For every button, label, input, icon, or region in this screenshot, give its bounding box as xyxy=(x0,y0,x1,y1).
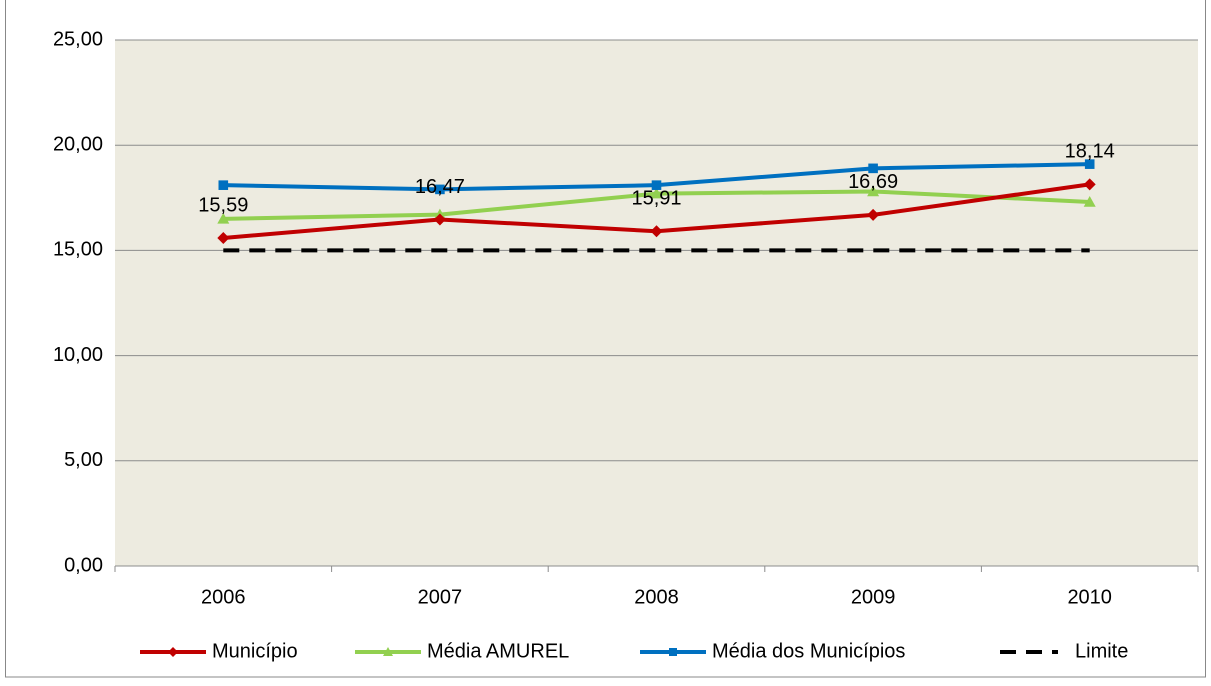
marker xyxy=(217,212,230,224)
marker xyxy=(383,647,393,656)
marker xyxy=(651,180,662,190)
marker xyxy=(650,225,663,238)
marker xyxy=(217,231,230,244)
marker xyxy=(650,187,663,199)
x-tick-label: 2009 xyxy=(851,586,896,608)
marker xyxy=(1084,159,1095,169)
y-tick-label: 5,00 xyxy=(64,449,103,471)
marker xyxy=(1083,196,1096,207)
y-tick-label: 10,00 xyxy=(53,344,103,366)
x-tick-label: 2007 xyxy=(418,586,463,608)
data-label: 15,59 xyxy=(198,194,248,216)
x-tick-label: 2008 xyxy=(634,586,679,608)
marker xyxy=(435,184,445,195)
legend-label: Município xyxy=(212,640,298,662)
marker xyxy=(1083,178,1096,191)
marker xyxy=(218,180,229,190)
marker xyxy=(867,185,880,197)
marker xyxy=(433,213,446,226)
plot-area xyxy=(115,40,1198,566)
x-tick-label: 2010 xyxy=(1067,586,1112,608)
y-tick-label: 20,00 xyxy=(53,133,103,155)
y-tick-label: 15,00 xyxy=(53,239,103,261)
marker xyxy=(669,648,677,656)
legend-label: Média dos Municípios xyxy=(712,640,905,662)
legend-label: Média AMUREL xyxy=(427,640,569,662)
data-label: 16,69 xyxy=(848,171,898,193)
legend-label: Limite xyxy=(1075,640,1128,662)
y-tick-label: 0,00 xyxy=(64,554,103,576)
data-label: 15,91 xyxy=(631,188,681,210)
x-tick-label: 2006 xyxy=(201,586,246,608)
data-label: 18,14 xyxy=(1065,141,1115,163)
y-tick-label: 25,00 xyxy=(53,28,103,50)
data-label: 16,47 xyxy=(415,176,465,198)
marker xyxy=(868,163,878,174)
marker xyxy=(168,647,178,657)
marker xyxy=(867,208,880,221)
